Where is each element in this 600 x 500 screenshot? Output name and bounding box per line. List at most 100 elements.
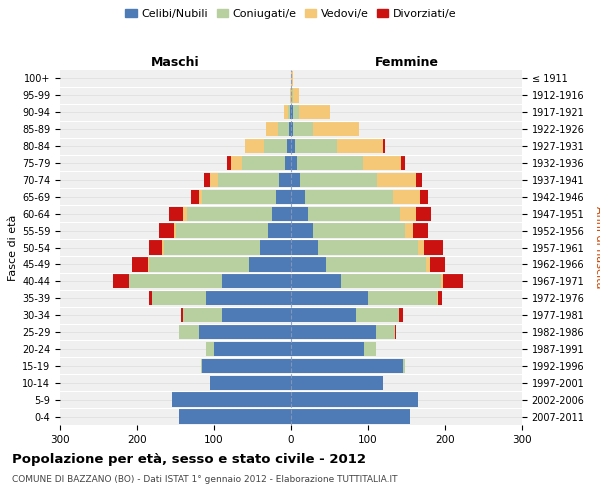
Bar: [278, 122, 289, 136]
Bar: [308, 206, 400, 221]
Bar: [187, 206, 272, 221]
Bar: [291, 105, 293, 120]
Bar: [291, 342, 364, 356]
Bar: [293, 88, 299, 102]
Bar: [291, 190, 305, 204]
Bar: [364, 342, 376, 356]
Bar: [326, 257, 426, 272]
Bar: [174, 224, 176, 238]
Bar: [416, 172, 422, 187]
Bar: [368, 291, 437, 306]
Bar: [179, 410, 291, 424]
Bar: [293, 105, 299, 120]
Bar: [291, 274, 341, 288]
Bar: [362, 156, 401, 170]
Bar: [291, 224, 313, 238]
Bar: [172, 392, 291, 407]
Bar: [149, 240, 163, 254]
Bar: [313, 122, 359, 136]
Bar: [288, 105, 290, 120]
Bar: [394, 190, 421, 204]
Bar: [405, 224, 413, 238]
Bar: [222, 274, 291, 288]
Bar: [290, 105, 291, 120]
Bar: [245, 139, 264, 154]
Bar: [179, 325, 199, 339]
Bar: [268, 224, 291, 238]
Bar: [191, 190, 199, 204]
Bar: [202, 358, 291, 373]
Bar: [291, 206, 308, 221]
Bar: [305, 190, 394, 204]
Bar: [291, 240, 318, 254]
Bar: [437, 291, 438, 306]
Bar: [266, 122, 278, 136]
Bar: [264, 139, 287, 154]
Bar: [291, 72, 293, 86]
Bar: [210, 376, 291, 390]
Bar: [199, 325, 291, 339]
Bar: [426, 257, 430, 272]
Bar: [227, 156, 231, 170]
Bar: [291, 392, 418, 407]
Bar: [400, 206, 416, 221]
Bar: [403, 358, 405, 373]
Bar: [183, 206, 187, 221]
Bar: [199, 190, 202, 204]
Bar: [163, 240, 164, 254]
Bar: [206, 291, 291, 306]
Text: Femmine: Femmine: [374, 56, 439, 69]
Bar: [416, 206, 431, 221]
Text: Maschi: Maschi: [151, 56, 200, 69]
Bar: [291, 308, 356, 322]
Bar: [280, 172, 291, 187]
Bar: [291, 376, 383, 390]
Bar: [175, 224, 268, 238]
Legend: Celibi/Nubili, Coniugati/e, Vedovi/e, Divorziati/e: Celibi/Nubili, Coniugati/e, Vedovi/e, Di…: [121, 4, 461, 24]
Bar: [291, 88, 293, 102]
Bar: [242, 156, 285, 170]
Bar: [291, 257, 326, 272]
Bar: [275, 190, 291, 204]
Bar: [210, 172, 218, 187]
Y-axis label: Anni di nascita: Anni di nascita: [594, 206, 600, 289]
Bar: [128, 274, 130, 288]
Text: Popolazione per età, sesso e stato civile - 2012: Popolazione per età, sesso e stato civil…: [12, 452, 366, 466]
Bar: [181, 308, 183, 322]
Bar: [248, 257, 291, 272]
Bar: [299, 105, 329, 120]
Bar: [297, 156, 362, 170]
Bar: [421, 190, 428, 204]
Bar: [424, 240, 443, 254]
Bar: [295, 139, 337, 154]
Bar: [438, 291, 442, 306]
Bar: [260, 240, 291, 254]
Bar: [356, 308, 399, 322]
Bar: [158, 224, 174, 238]
Bar: [318, 240, 418, 254]
Bar: [337, 139, 383, 154]
Bar: [130, 274, 222, 288]
Bar: [383, 139, 385, 154]
Bar: [284, 105, 288, 120]
Bar: [222, 308, 291, 322]
Bar: [395, 325, 397, 339]
Bar: [430, 257, 445, 272]
Bar: [113, 274, 128, 288]
Bar: [291, 325, 376, 339]
Bar: [201, 358, 202, 373]
Bar: [169, 206, 183, 221]
Bar: [183, 308, 222, 322]
Bar: [272, 206, 291, 221]
Bar: [231, 156, 242, 170]
Bar: [291, 156, 297, 170]
Bar: [401, 156, 405, 170]
Bar: [377, 172, 416, 187]
Bar: [293, 122, 313, 136]
Bar: [418, 240, 424, 254]
Bar: [290, 88, 291, 102]
Bar: [376, 325, 395, 339]
Bar: [313, 224, 405, 238]
Bar: [341, 274, 441, 288]
Bar: [289, 122, 291, 136]
